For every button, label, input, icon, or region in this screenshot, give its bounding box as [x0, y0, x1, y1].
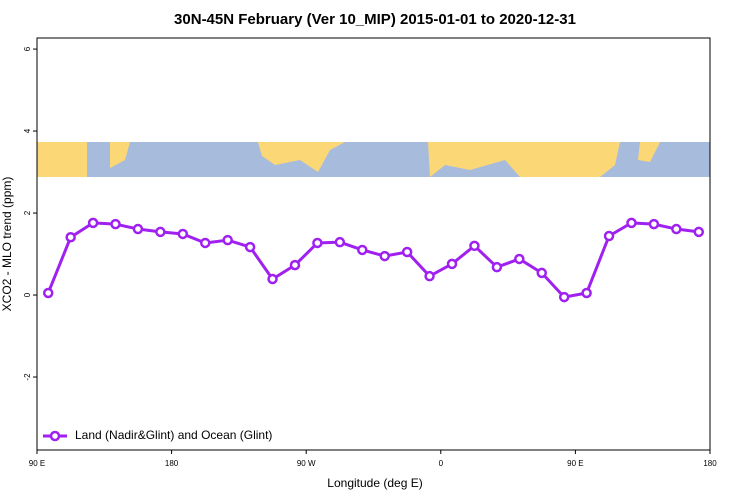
data-point	[514, 253, 525, 265]
x-tick-label: 90 W	[297, 459, 316, 468]
data-point	[671, 223, 682, 235]
data-point	[289, 259, 301, 271]
data-point	[65, 231, 76, 243]
data-point	[536, 267, 547, 279]
data-point	[222, 234, 233, 246]
data-point	[693, 226, 705, 238]
data-point	[267, 273, 278, 285]
data-point	[581, 287, 592, 299]
x-axis-label: Longitude (deg E)	[327, 476, 422, 490]
data-point	[155, 226, 166, 238]
data-point	[648, 218, 660, 230]
legend-marker	[49, 430, 61, 442]
data-point	[132, 223, 144, 235]
y-tick-label: 2	[23, 210, 32, 215]
series-line	[46, 221, 699, 299]
data-point	[491, 261, 503, 273]
x-tick-label: 0	[439, 459, 444, 468]
data-point	[334, 236, 346, 248]
y-tick-label: -2	[23, 373, 32, 381]
plot-frame	[36, 37, 711, 451]
data-point	[424, 270, 435, 282]
data-point	[603, 230, 615, 242]
data-point	[42, 287, 54, 299]
x-tick-label: 180	[703, 459, 717, 468]
data-point	[200, 237, 211, 249]
y-axis-label: XCO2 - MLO trend (ppm)	[0, 177, 14, 312]
chart-title: 30N-45N February (Ver 10_MIP) 2015-01-01…	[174, 11, 576, 28]
data-point	[446, 258, 458, 270]
data-point	[401, 246, 413, 258]
data-point	[177, 228, 189, 240]
y-tick-label: 0	[23, 292, 32, 297]
legend-label: Land (Nadir&Glint) and Ocean (Glint)	[75, 428, 272, 442]
y-tick-label: 4	[23, 128, 32, 133]
data-point	[357, 244, 368, 256]
data-point	[379, 250, 390, 262]
y-tick-label: 6	[23, 46, 32, 51]
map-strip	[37, 142, 710, 177]
data-point	[558, 291, 570, 303]
data-point	[244, 241, 256, 253]
data-point	[469, 240, 480, 252]
data-point	[626, 217, 637, 229]
x-tick-label: 90 E	[567, 459, 583, 468]
x-tick-label: 180	[165, 459, 179, 468]
data-point	[312, 237, 323, 249]
data-point	[110, 218, 121, 230]
x-tick-label: 90 E	[29, 459, 45, 468]
data-point	[87, 217, 99, 229]
